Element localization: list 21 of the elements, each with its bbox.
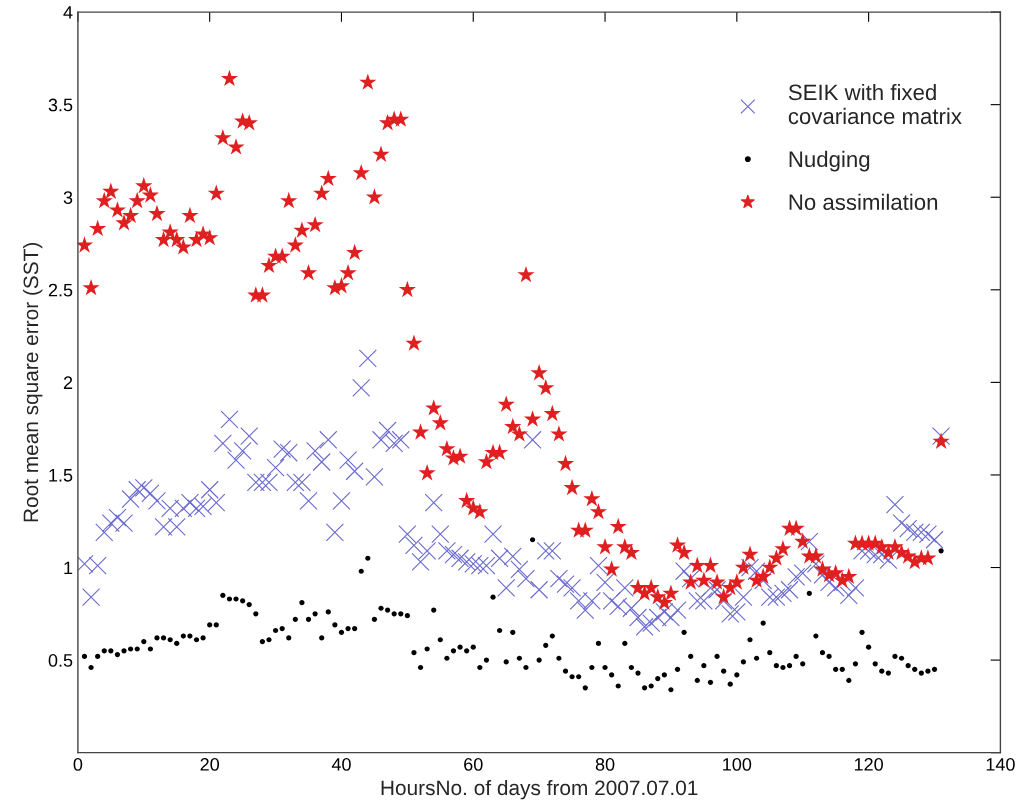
x-tick-label: 0: [73, 758, 83, 771]
legend-label: No assimilation: [789, 193, 938, 211]
y-tick-label: 1: [64, 561, 73, 575]
x-tick-label: 80: [595, 758, 615, 771]
y-tick-label: 2: [63, 376, 73, 389]
y-tick-label: 0.5: [48, 654, 73, 667]
x-tick-label: 140: [986, 758, 1015, 771]
x-tick-label: 60: [464, 758, 483, 771]
y-axis-title: Root mean square error (SST): [22, 242, 43, 522]
y-tick-label: 2.5: [48, 283, 73, 297]
y-tick-label: 3: [63, 191, 73, 204]
legend-label: Nudging: [789, 150, 870, 172]
x-axis-title: HoursNo. of days from 2007.07.01: [381, 779, 698, 800]
y-tick-label: 1.5: [49, 469, 73, 482]
x-tick-label: 40: [331, 758, 351, 771]
x-tick-label: 100: [723, 758, 752, 771]
y-tick-label: 4: [63, 6, 73, 19]
y-tick-label: 3.5: [48, 98, 73, 112]
legend-label: SEIK with fixed covariance matrix: [788, 83, 962, 125]
x-tick-label: 120: [854, 758, 883, 771]
x-tick-label: 20: [200, 758, 220, 771]
